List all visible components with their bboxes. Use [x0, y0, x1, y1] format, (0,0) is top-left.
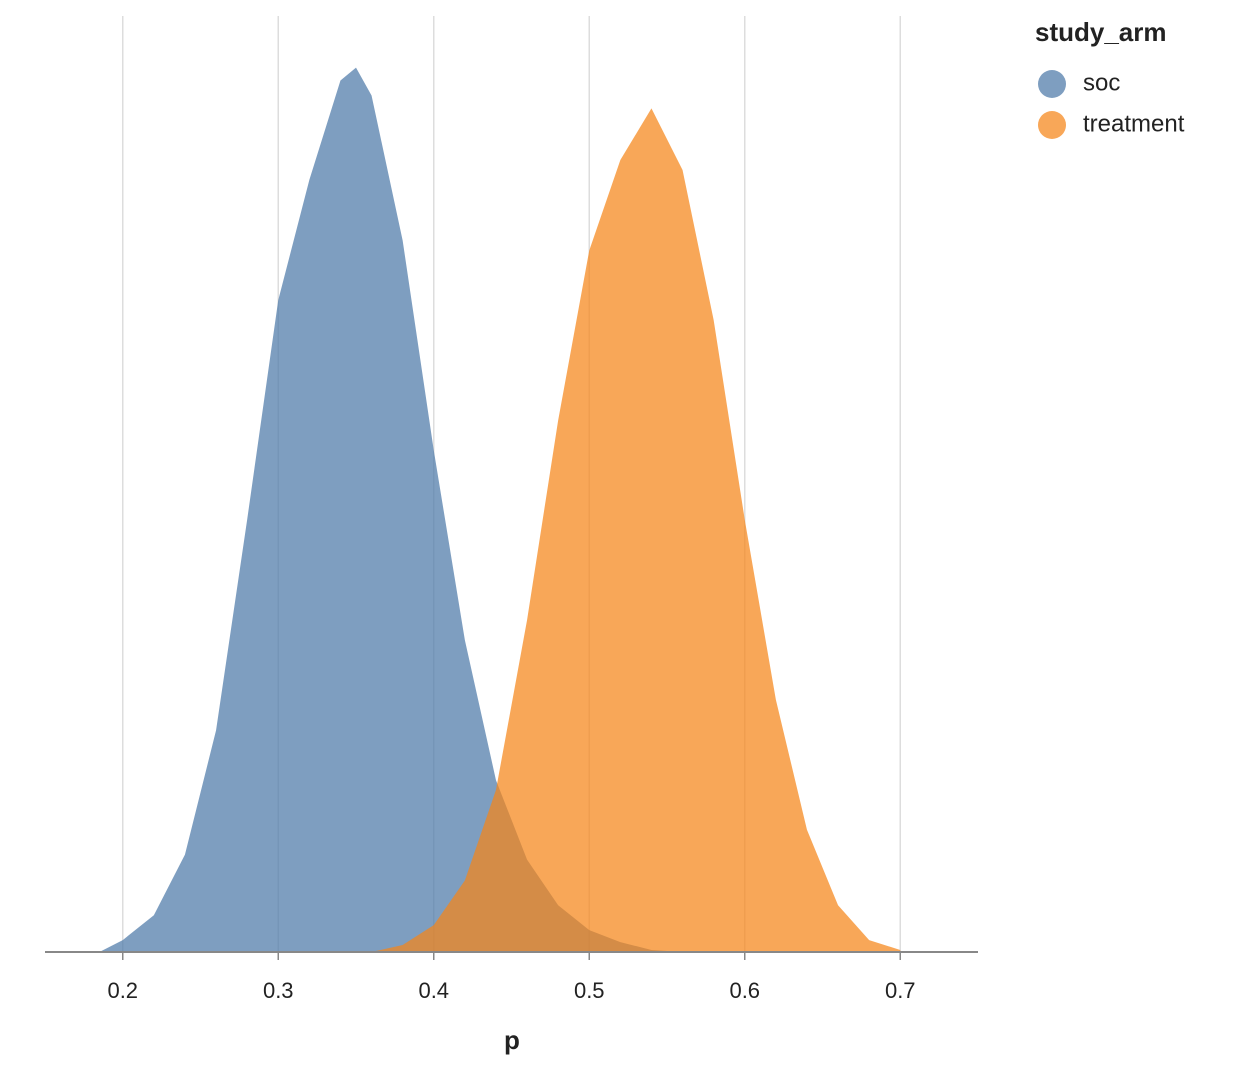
legend-swatch [1038, 70, 1066, 98]
legend-swatch [1038, 111, 1066, 139]
legend-title: study_arm [1035, 17, 1167, 47]
x-tick-label: 0.2 [107, 978, 138, 1003]
x-axis-title: p [504, 1025, 520, 1055]
legend-label: treatment [1083, 110, 1185, 137]
areas [99, 67, 901, 953]
legend-label: soc [1083, 69, 1120, 96]
x-tick-label: 0.7 [885, 978, 916, 1003]
x-tick-label: 0.6 [729, 978, 760, 1003]
x-tick-label: 0.3 [263, 978, 294, 1003]
x-tick-label: 0.4 [418, 978, 449, 1003]
density-area [99, 67, 683, 953]
legend: study_arm soc treatment [1035, 17, 1185, 139]
density-area [371, 108, 901, 952]
x-tick-label: 0.5 [574, 978, 605, 1003]
x-axis: 0.2 0.3 0.4 0.5 0.6 0.7 [45, 951, 978, 1003]
